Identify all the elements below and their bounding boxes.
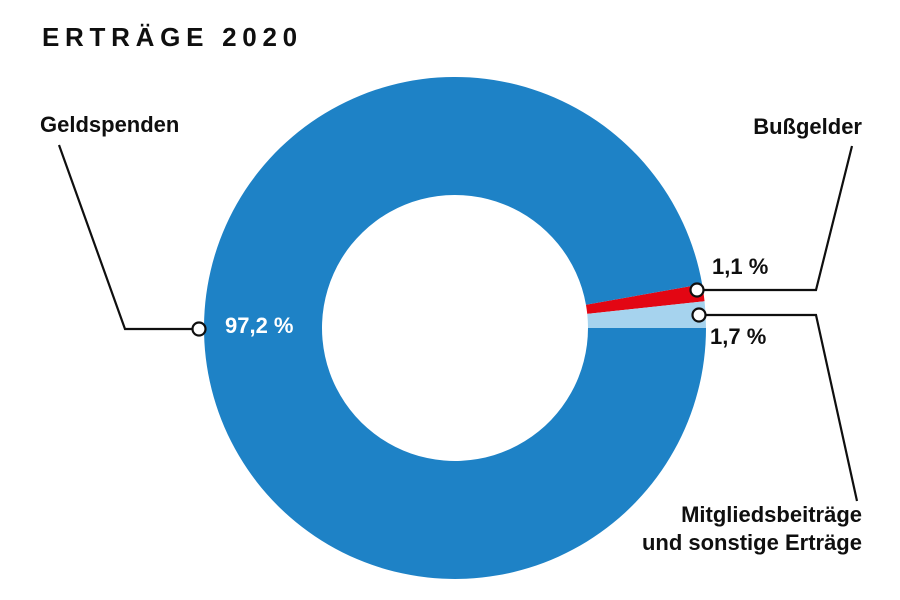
callout-marker-geldspenden xyxy=(191,321,207,337)
donut-segment-mitgliedsbeitr-ge-und-sonstige-ertr-ge xyxy=(587,301,706,328)
donut-segments xyxy=(204,76,706,579)
callout-line-bussgelder xyxy=(697,145,854,292)
segment-value-mitglieder: 1,7 % xyxy=(710,324,767,349)
donut-segment-geldspenden xyxy=(204,76,706,579)
segment-label-mitglieder-line1: Mitgliedsbeiträge xyxy=(681,502,862,527)
callout-line-geldspenden xyxy=(57,144,199,331)
segment-label-geldspenden: Geldspenden xyxy=(40,112,180,137)
page-title: ERTRÄGE 2020 xyxy=(42,22,303,52)
segment-label-bussgelder: Bußgelder xyxy=(753,114,862,139)
donut-segment-bu-gelder xyxy=(585,284,705,314)
callout-marker-mitglieder xyxy=(691,307,707,323)
segment-value-geldspenden: 97,2 % xyxy=(225,313,294,338)
segment-label-mitglieder-line2: und sonstige Erträge xyxy=(641,530,862,555)
callout-line-mitglieder xyxy=(699,313,859,502)
segment-label-mitglieder: Mitgliedsbeiträge und sonstige Erträge xyxy=(642,501,862,557)
segment-value-bussgelder: 1,1 % xyxy=(712,254,769,279)
callout-marker-bussgelder xyxy=(689,282,705,298)
